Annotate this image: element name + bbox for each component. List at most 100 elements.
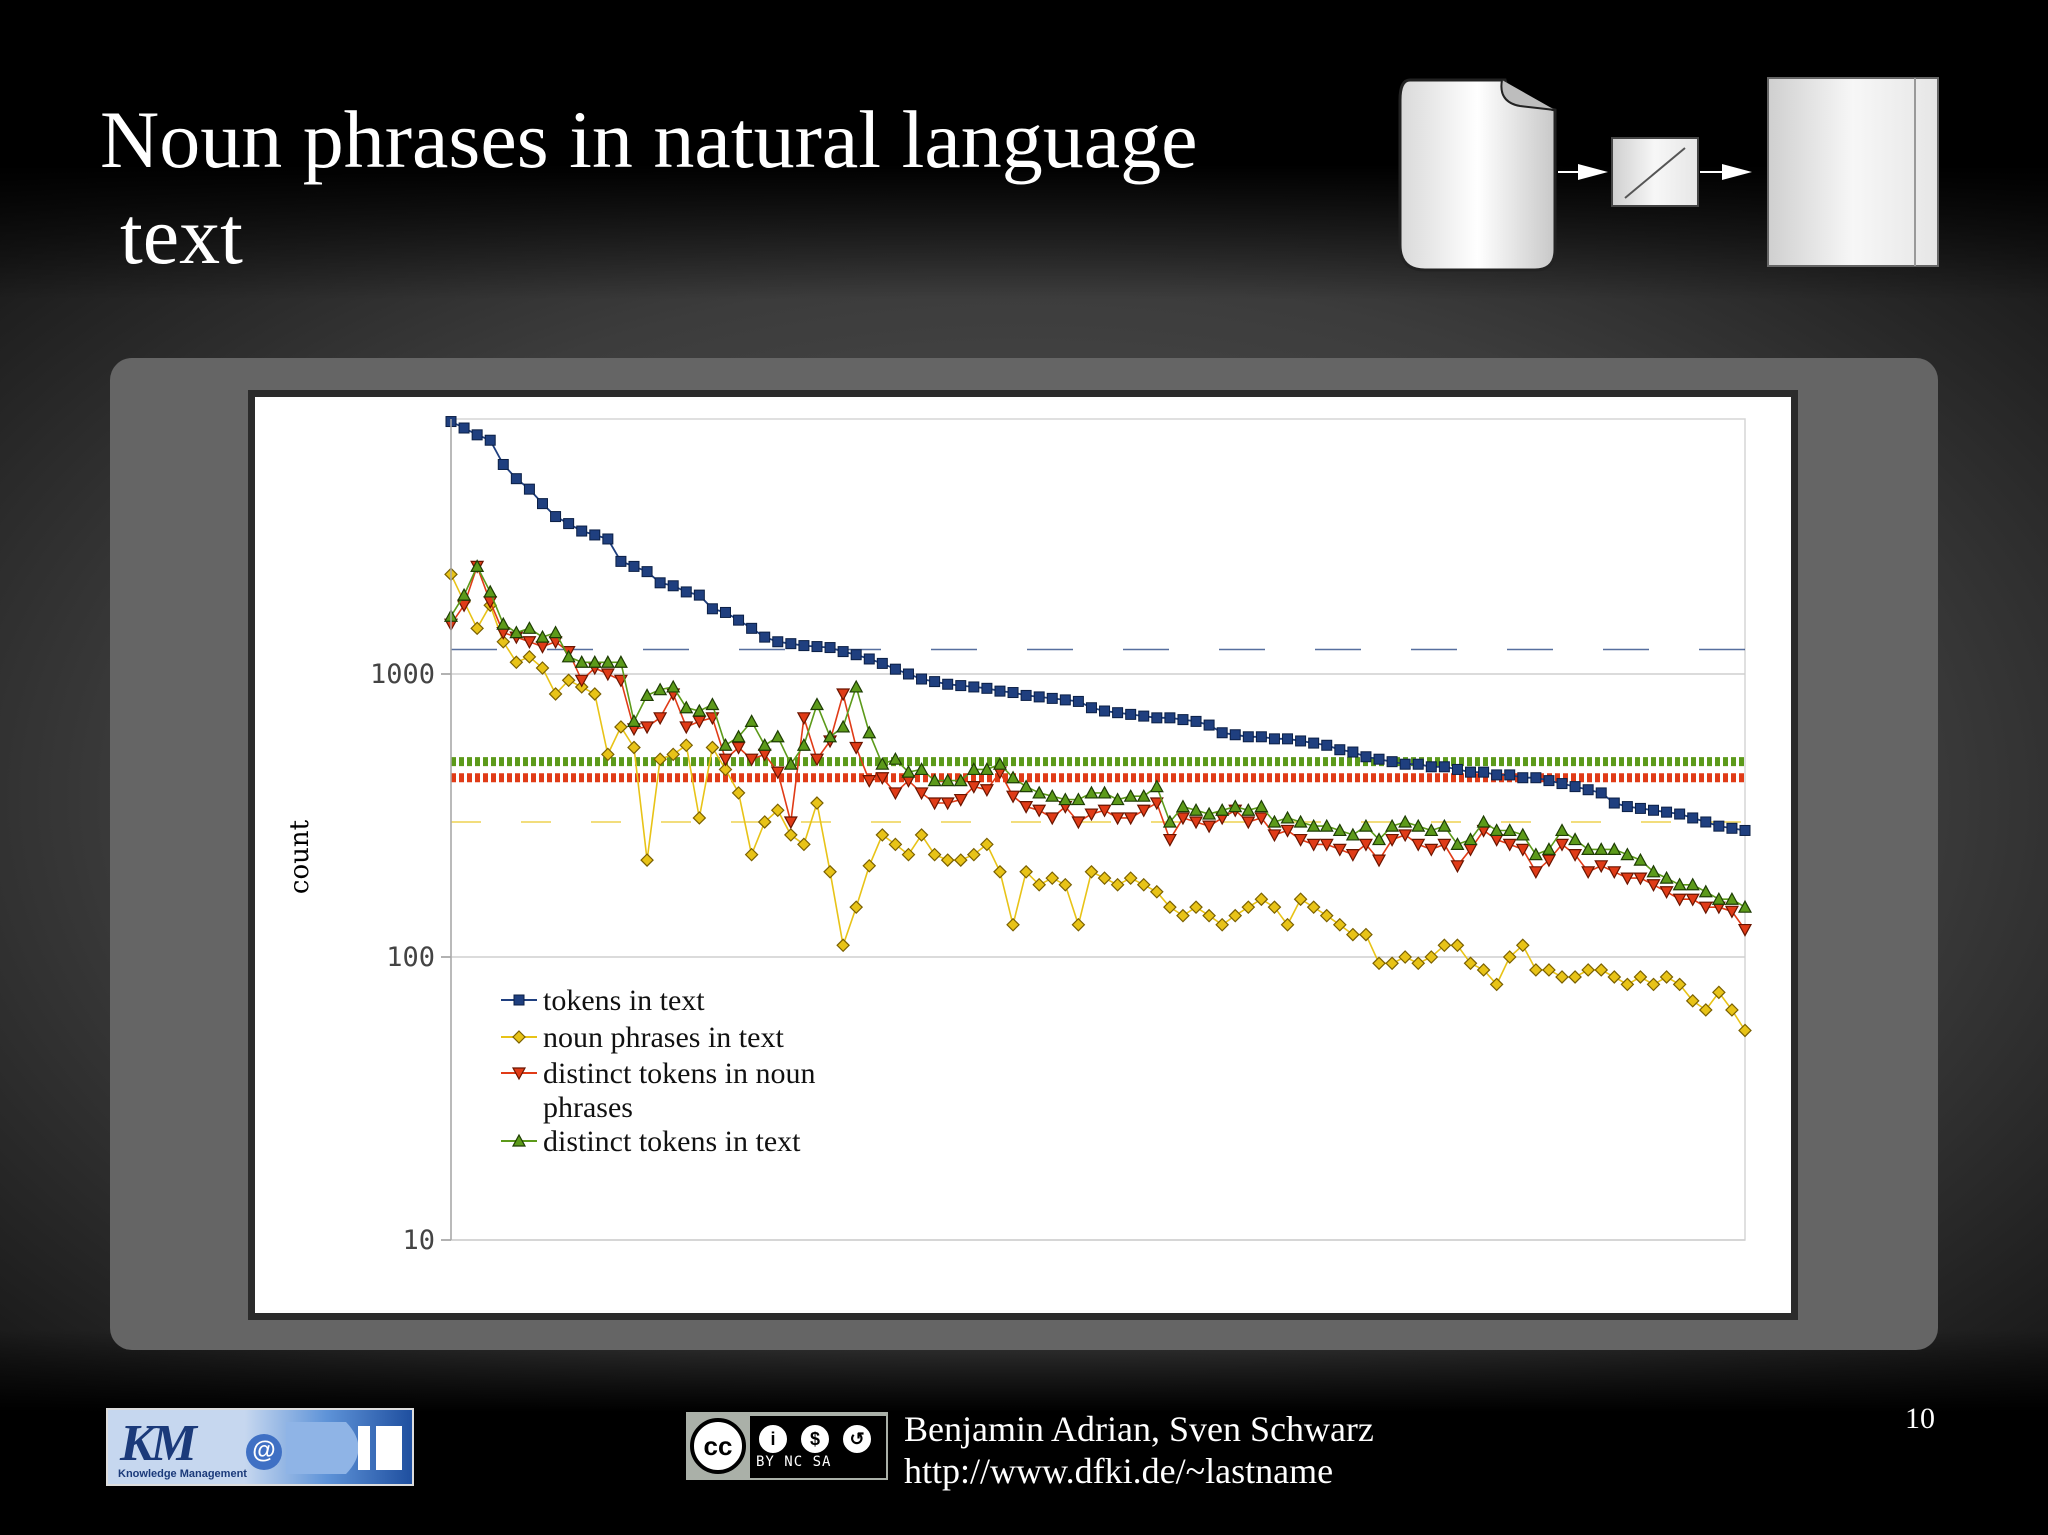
data-point [574, 655, 589, 668]
data-point [1465, 766, 1477, 778]
data-point [1385, 956, 1399, 971]
data-point [1581, 963, 1596, 977]
data-point [809, 753, 824, 767]
data-point [809, 697, 824, 711]
series-line [450, 573, 1746, 1031]
legend-marker [511, 1067, 527, 1081]
data-point [1568, 849, 1583, 862]
data-point [1241, 900, 1256, 915]
data-point [1242, 731, 1254, 743]
data-point [1554, 823, 1570, 837]
data-point [1594, 963, 1609, 977]
data-point [1097, 804, 1112, 818]
data-point [1569, 781, 1581, 793]
data-point [1072, 695, 1084, 707]
data-point [785, 638, 797, 650]
data-point [1149, 797, 1164, 811]
data-point [679, 721, 694, 735]
series-triangle-up [443, 559, 1753, 913]
data-point [1006, 790, 1021, 804]
data-point [1724, 891, 1739, 905]
data-point [1229, 729, 1241, 741]
data-point [1385, 818, 1400, 832]
data-point [757, 815, 772, 829]
data-point [1738, 1023, 1752, 1038]
document-icon [1398, 78, 1557, 272]
data-point [1659, 886, 1674, 900]
data-point [1032, 877, 1047, 892]
grid-lines [450, 418, 1746, 1241]
data-point [942, 678, 954, 690]
data-point [901, 764, 916, 778]
data-point [1306, 838, 1321, 852]
data-point [1280, 917, 1295, 932]
data-point [1110, 877, 1125, 892]
data-point [510, 473, 522, 485]
data-point [811, 641, 823, 653]
data-point [1332, 917, 1347, 932]
data-point [522, 621, 537, 634]
data-point [783, 756, 798, 770]
data-point [759, 631, 771, 643]
data-point [796, 738, 811, 751]
data-point [1306, 818, 1321, 832]
data-point [600, 655, 615, 668]
data-point [1097, 785, 1112, 799]
data-point [693, 589, 705, 601]
data-point [1280, 810, 1295, 824]
data-point [1071, 917, 1086, 932]
arrow-right-icon [1700, 164, 1752, 180]
data-point [1319, 838, 1334, 852]
data-point [1071, 792, 1086, 806]
data-point [1411, 818, 1426, 832]
data-point [1672, 877, 1687, 891]
series-layer [443, 416, 1753, 1038]
data-point [1280, 824, 1295, 838]
legend-marker [512, 1030, 526, 1044]
data-point [705, 697, 720, 711]
data-point [1646, 977, 1661, 992]
data-point [483, 584, 498, 598]
data-point [914, 787, 929, 801]
data-point [719, 606, 731, 618]
data-point [1123, 871, 1138, 885]
data-point [509, 655, 524, 670]
data-point [1099, 705, 1111, 717]
data-point [576, 525, 588, 537]
data-point [770, 803, 785, 818]
data-point [484, 434, 496, 446]
data-point [1450, 837, 1465, 850]
data-point [1608, 797, 1620, 809]
data-point [1398, 814, 1413, 828]
data-point [1176, 908, 1190, 923]
data-point [1386, 756, 1398, 768]
data-point [1698, 901, 1713, 915]
data-point [731, 741, 746, 755]
data-point [496, 634, 511, 649]
data-point [901, 847, 916, 862]
data-point [1515, 843, 1530, 857]
data-point [1032, 785, 1047, 799]
data-point [1254, 799, 1269, 813]
km-dfki-logo: KM @ Knowledge Management [106, 1408, 414, 1486]
data-point [798, 640, 810, 652]
document-to-process-to-output-icon [1398, 77, 1939, 272]
y-tick-label: 10 [402, 1225, 435, 1256]
data-point [706, 603, 718, 615]
data-point [1136, 788, 1151, 802]
data-point [1437, 818, 1452, 832]
data-point [1451, 763, 1463, 775]
data-point [1332, 843, 1347, 857]
data-point [692, 715, 707, 729]
legend-label: noun phrases in text [543, 1021, 784, 1054]
data-point [1151, 712, 1163, 724]
data-point [1045, 812, 1060, 826]
data-point [1424, 823, 1439, 837]
data-point [1136, 804, 1151, 818]
page-number: 10 [1905, 1402, 1935, 1435]
data-point [1162, 833, 1177, 847]
data-point [1438, 761, 1450, 773]
data-point [457, 587, 472, 601]
data-point [955, 680, 967, 692]
data-point [888, 837, 903, 852]
